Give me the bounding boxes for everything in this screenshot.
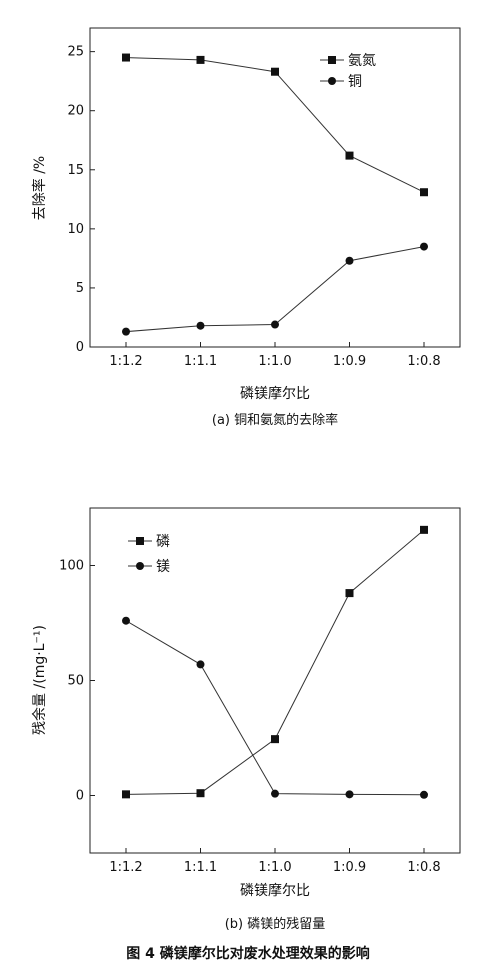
chartb-circle-point bbox=[122, 616, 130, 625]
charta-circle-point bbox=[196, 321, 205, 330]
chart-a-caption: (a) 铜和氨氮的去除率 bbox=[212, 412, 338, 428]
charta-circle-point bbox=[345, 256, 354, 265]
charta-circle-point bbox=[271, 320, 279, 329]
chartb-x-tick-label: 1:1.0 bbox=[258, 860, 291, 875]
charta-y-tick-label: 25 bbox=[67, 45, 84, 60]
chartb-x-tick-label: 1:1.1 bbox=[184, 860, 217, 875]
chartb-circle-point bbox=[196, 660, 205, 669]
chartb-circle-point bbox=[420, 790, 428, 799]
chartb-square-point bbox=[420, 525, 428, 534]
charta-square-point bbox=[271, 67, 279, 76]
chart-a-plot-frame bbox=[89, 27, 461, 348]
charta-legend-label: 氨氮 bbox=[348, 53, 376, 69]
charta-x-tick-label: 1:1.2 bbox=[109, 354, 142, 369]
chartb-square-point bbox=[271, 735, 279, 744]
charta-series-line-1 bbox=[125, 57, 425, 193]
charta-y-tick-label: 10 bbox=[67, 222, 84, 237]
chart-a-y-axis-title: 去除率 /% bbox=[31, 156, 48, 220]
chartb-circle-point bbox=[345, 790, 354, 799]
charta-legend-label: 铜 bbox=[348, 74, 362, 90]
charta-y-tick-label: 20 bbox=[67, 104, 84, 119]
charta-x-tick-label: 1:0.9 bbox=[333, 354, 366, 369]
chartb-x-tick-label: 1:1.2 bbox=[109, 860, 142, 875]
charta-legend-circle-marker bbox=[328, 77, 336, 85]
charta-circle-point bbox=[420, 242, 428, 251]
charta-circle-point bbox=[122, 327, 130, 336]
chartb-square-point bbox=[122, 790, 130, 799]
chartb-circle-point bbox=[271, 789, 279, 798]
chartb-y-tick-label: 0 bbox=[76, 789, 84, 804]
chartb-series-line-2 bbox=[125, 620, 425, 796]
charta-x-tick-label: 1:0.8 bbox=[407, 354, 440, 369]
charta-y-tick-label: 5 bbox=[76, 281, 84, 296]
charta-series-line-2 bbox=[125, 246, 425, 333]
chartb-x-tick-label: 1:0.9 bbox=[333, 860, 366, 875]
charta-square-point bbox=[122, 53, 130, 62]
chartb-square-point bbox=[196, 789, 205, 798]
chart-a: 0 5 10 15 20 25 1:1.2 1:1.1 1:1.0 1:0.9 1:0.8 氨氮铜… bbox=[31, 27, 461, 428]
chartb-square-point bbox=[345, 589, 354, 598]
charta-y-tick-label: 15 bbox=[67, 163, 84, 178]
chartb-series-line-1 bbox=[125, 529, 425, 795]
charta-square-point bbox=[196, 55, 205, 64]
charta-square-point bbox=[345, 151, 354, 160]
chart-b-x-axis-title: 磷镁摩尔比 bbox=[240, 882, 310, 899]
chartb-legend-square-marker bbox=[136, 537, 144, 545]
charta-x-tick-label: 1:1.0 bbox=[258, 354, 291, 369]
chart-b-caption: (b) 磷镁的残留量 bbox=[225, 916, 326, 932]
chartb-legend-label: 磷 bbox=[156, 534, 170, 550]
chart-a-x-axis-title: 磷镁摩尔比 bbox=[240, 385, 310, 402]
chartb-legend-circle-marker bbox=[136, 562, 144, 570]
charta-legend-square-marker bbox=[328, 56, 336, 64]
chartb-x-tick-label: 1:0.8 bbox=[407, 860, 440, 875]
chart-b: 0 50 100 1:1.2 1:1.1 1:1.0 1:0.9 1:0.8 磷镁 残余量 … bbox=[31, 507, 461, 932]
charta-y-tick-label: 0 bbox=[76, 340, 84, 355]
figure-title: 图 4 磷镁摩尔比对废水处理效果的影响 bbox=[126, 945, 370, 962]
chartb-legend-label: 镁 bbox=[156, 559, 170, 575]
charta-x-tick-label: 1:1.1 bbox=[184, 354, 217, 369]
chartb-y-tick-label: 50 bbox=[67, 674, 84, 689]
chartb-y-tick-label: 100 bbox=[59, 559, 84, 574]
charta-square-point bbox=[420, 188, 428, 197]
chart-b-y-axis-title: 残余量 /(mg·L⁻¹) bbox=[31, 625, 48, 735]
chart-b-plot-frame bbox=[89, 507, 461, 854]
